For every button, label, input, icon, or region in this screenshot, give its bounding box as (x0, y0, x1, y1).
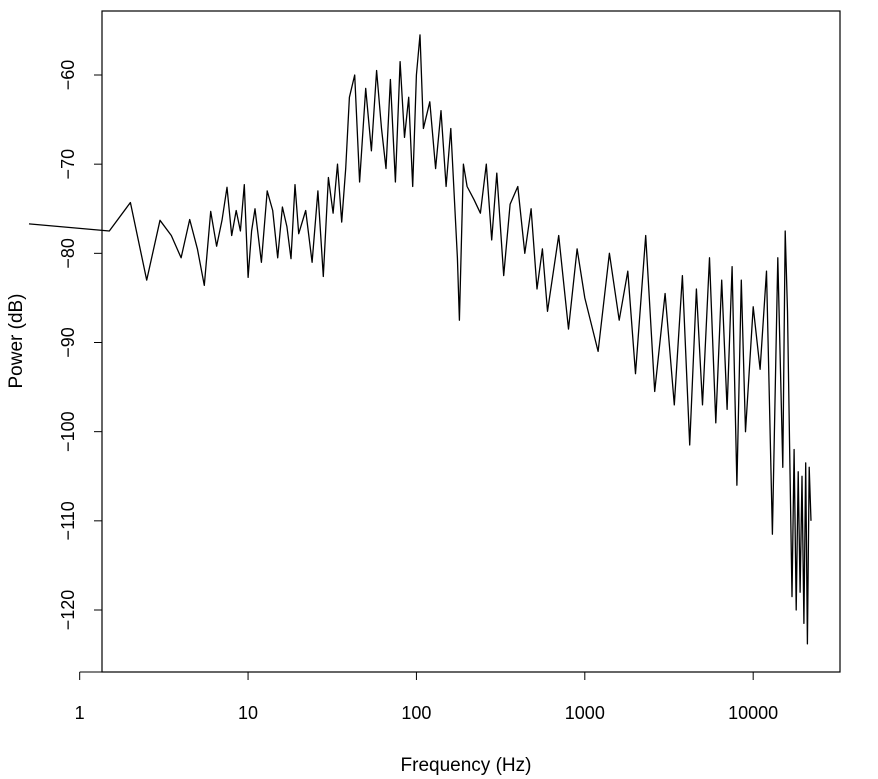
y-tick-label: −110 (58, 501, 78, 540)
x-tick-label: 10 (238, 703, 258, 723)
y-tick-label: −60 (58, 60, 78, 91)
x-axis-label: Frequency (Hz) (401, 755, 532, 776)
y-tick-label: −70 (58, 149, 78, 180)
series-layer (28, 34, 812, 645)
y-axis-label: Power (dB) (6, 293, 27, 388)
y-tick-label: −90 (58, 327, 78, 358)
y-tick-label: −80 (58, 238, 78, 269)
y-tick-label: −120 (58, 590, 78, 631)
y-tick-label: −100 (58, 411, 78, 452)
x-tick-label: 10000 (728, 703, 778, 723)
x-tick-label: 100 (401, 703, 431, 723)
x-axis: 1 10 100 1000 10000 (75, 671, 778, 723)
spectrum-line (28, 34, 812, 645)
x-tick-label: 1 (75, 703, 85, 723)
y-axis: −60 −70 −80 −90 −100 −110 −120 (58, 60, 103, 631)
x-tick-label: 1000 (565, 703, 605, 723)
